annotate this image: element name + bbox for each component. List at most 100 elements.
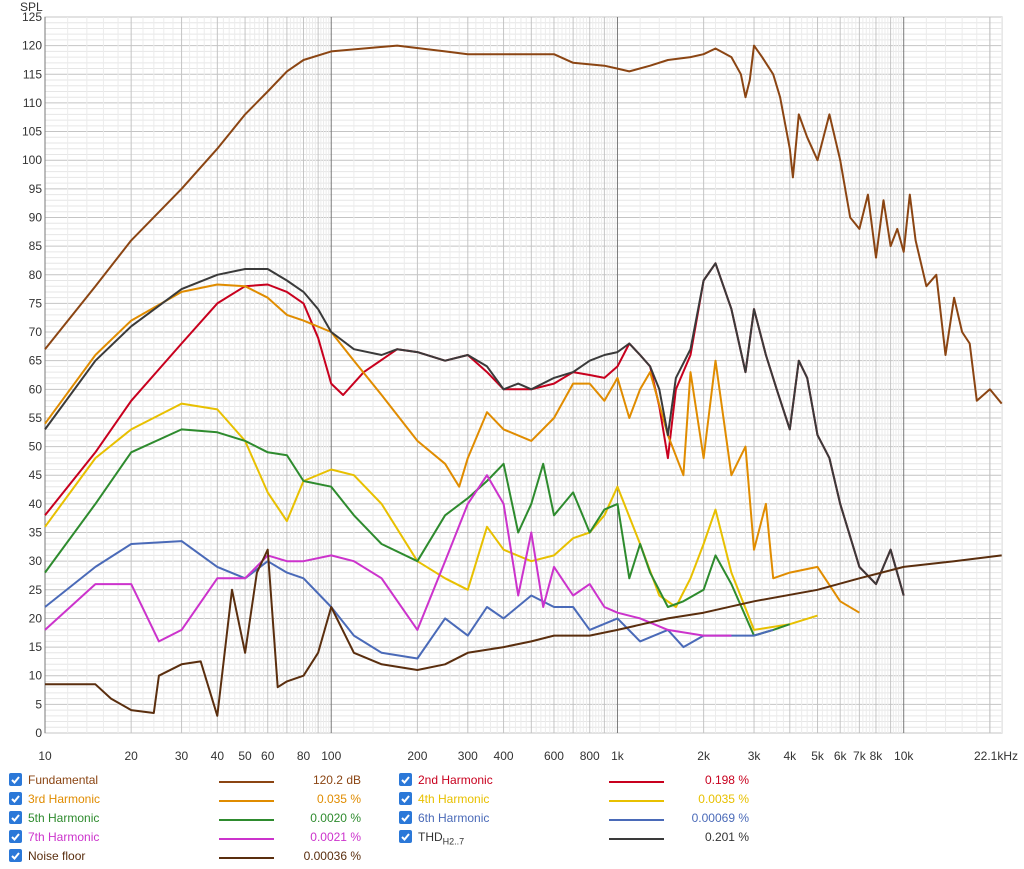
x-tick-label: 3k xyxy=(748,749,762,763)
series-line-4th-harmonic xyxy=(44,402,818,631)
y-tick-label: 100 xyxy=(22,153,42,167)
y-tick-label: 85 xyxy=(29,239,43,253)
x-tick-label: 600 xyxy=(544,749,564,763)
x-tick-label: 2k xyxy=(697,749,711,763)
series-line-5th-harmonic xyxy=(44,428,791,637)
checkbox-icon[interactable] xyxy=(399,830,412,843)
legend-value: 120.2 dB xyxy=(312,773,361,787)
legend-label: 3rd Harmonic xyxy=(28,792,101,806)
series-line-thd xyxy=(44,262,905,596)
legend-swatch xyxy=(219,819,274,821)
y-tick-label: 0 xyxy=(35,726,42,740)
checkbox-icon[interactable] xyxy=(399,792,412,805)
checkbox-icon[interactable] xyxy=(9,849,22,862)
legend-swatch xyxy=(609,819,664,821)
legend-value: 0.0035 % xyxy=(698,792,749,806)
x-tick-label: 1k xyxy=(611,749,625,763)
series-line-6th-harmonic xyxy=(44,540,774,660)
legend-label: 7th Harmonic xyxy=(28,830,100,844)
x-tick-label: 50 xyxy=(238,749,252,763)
y-tick-label: 65 xyxy=(29,354,43,368)
y-axis-label: SPL xyxy=(20,0,43,14)
x-tick-label: 800 xyxy=(580,749,600,763)
y-tick-label: 115 xyxy=(23,67,42,81)
y-tick-label: 125 xyxy=(22,10,42,24)
y-tick-label: 5 xyxy=(35,697,42,711)
legend-value: 0.201 % xyxy=(704,830,749,844)
y-tick-label: 120 xyxy=(22,39,42,53)
legend-value: 0.198 % xyxy=(704,773,749,787)
legend-label: THDH2..7 xyxy=(418,830,465,847)
legend-label: Fundamental xyxy=(28,773,99,787)
legend-swatch xyxy=(219,781,274,783)
x-tick-label: 200 xyxy=(407,749,427,763)
legend-swatch xyxy=(609,781,664,783)
checkbox-icon[interactable] xyxy=(399,773,412,786)
checkbox-icon[interactable] xyxy=(399,811,412,824)
legend-value: 0.035 % xyxy=(316,792,361,806)
x-tick-label: 30 xyxy=(175,749,189,763)
y-tick-label: 90 xyxy=(29,210,43,224)
legend-label: 6th Harmonic xyxy=(418,811,490,825)
legend-value: 0.00036 % xyxy=(303,849,361,863)
y-tick-label: 105 xyxy=(22,125,42,139)
series-line-7th-harmonic xyxy=(44,474,732,643)
series-line-noise-floor xyxy=(45,548,1002,717)
legend-swatch xyxy=(219,800,274,802)
y-tick-label: 15 xyxy=(29,640,43,654)
legend-label: Noise floor xyxy=(28,849,86,863)
legend-label: 5th Harmonic xyxy=(28,811,100,825)
x-tick-label: 300 xyxy=(458,749,478,763)
checkbox-icon[interactable] xyxy=(9,792,22,805)
x-tick-label: 7k xyxy=(853,749,867,763)
y-tick-label: 10 xyxy=(29,669,43,683)
y-tick-label: 80 xyxy=(29,268,43,282)
y-tick-label: 40 xyxy=(29,497,43,511)
x-tick-label: 4k xyxy=(783,749,797,763)
legend-value: 0.00069 % xyxy=(691,811,749,825)
spl-chart: 0 5 10 15 20 25 30 35 40 45 50 55 60 65 70 75 80 85 90 95 10… xyxy=(20,0,1018,763)
checkbox-icon[interactable] xyxy=(9,773,22,786)
checkbox-icon[interactable] xyxy=(9,830,22,843)
x-tick-label: 80 xyxy=(297,749,311,763)
legend-swatch xyxy=(219,857,274,859)
x-tick-label: 22.1kHz xyxy=(974,749,1018,763)
legend-value: 0.0020 % xyxy=(310,811,361,825)
x-tick-label: 5k xyxy=(811,749,825,763)
legend-swatch xyxy=(609,800,664,802)
x-tick-label: 60 xyxy=(261,749,275,763)
checkbox-icon[interactable] xyxy=(9,811,22,824)
y-tick-label: 75 xyxy=(29,296,43,310)
legend-swatch xyxy=(609,838,664,840)
chart-axes: 0 5 10 15 20 25 30 35 40 45 50 55 60 65 70 75 80 85 90 95 10… xyxy=(22,10,1018,763)
x-tick-label: 6k xyxy=(834,749,848,763)
series-line-fundamental xyxy=(44,44,1003,405)
y-tick-label: 70 xyxy=(29,325,43,339)
x-tick-label: 10k xyxy=(894,749,914,763)
y-tick-label: 50 xyxy=(29,440,43,454)
x-tick-label: 100 xyxy=(321,749,341,763)
series-line-3rd-harmonic xyxy=(44,283,860,614)
legend-value: 0.0021 % xyxy=(310,830,361,844)
y-tick-label: 20 xyxy=(29,611,43,625)
legend-swatch xyxy=(219,838,274,840)
chart-grid xyxy=(44,16,1003,734)
y-tick-label: 110 xyxy=(23,96,42,110)
y-tick-label: 60 xyxy=(29,382,43,396)
y-tick-label: 55 xyxy=(29,411,43,425)
legend-label: 4th Harmonic xyxy=(418,792,490,806)
x-tick-label: 8k xyxy=(870,749,884,763)
x-tick-label: 40 xyxy=(211,749,225,763)
y-tick-label: 95 xyxy=(29,182,43,196)
legend: Fundamental 120.2 dB 3rd Harmonic 0.035 … xyxy=(0,766,1024,869)
x-tick-label: 400 xyxy=(494,749,514,763)
x-tick-label: 20 xyxy=(124,749,138,763)
legend-label: 2nd Harmonic xyxy=(418,773,493,787)
y-tick-label: 25 xyxy=(29,583,43,597)
y-tick-label: 35 xyxy=(29,526,43,540)
y-tick-label: 45 xyxy=(29,468,43,482)
chart-series xyxy=(44,44,1003,717)
plot-area xyxy=(44,16,1003,734)
x-tick-label: 10 xyxy=(38,749,52,763)
y-tick-label: 30 xyxy=(29,554,43,568)
